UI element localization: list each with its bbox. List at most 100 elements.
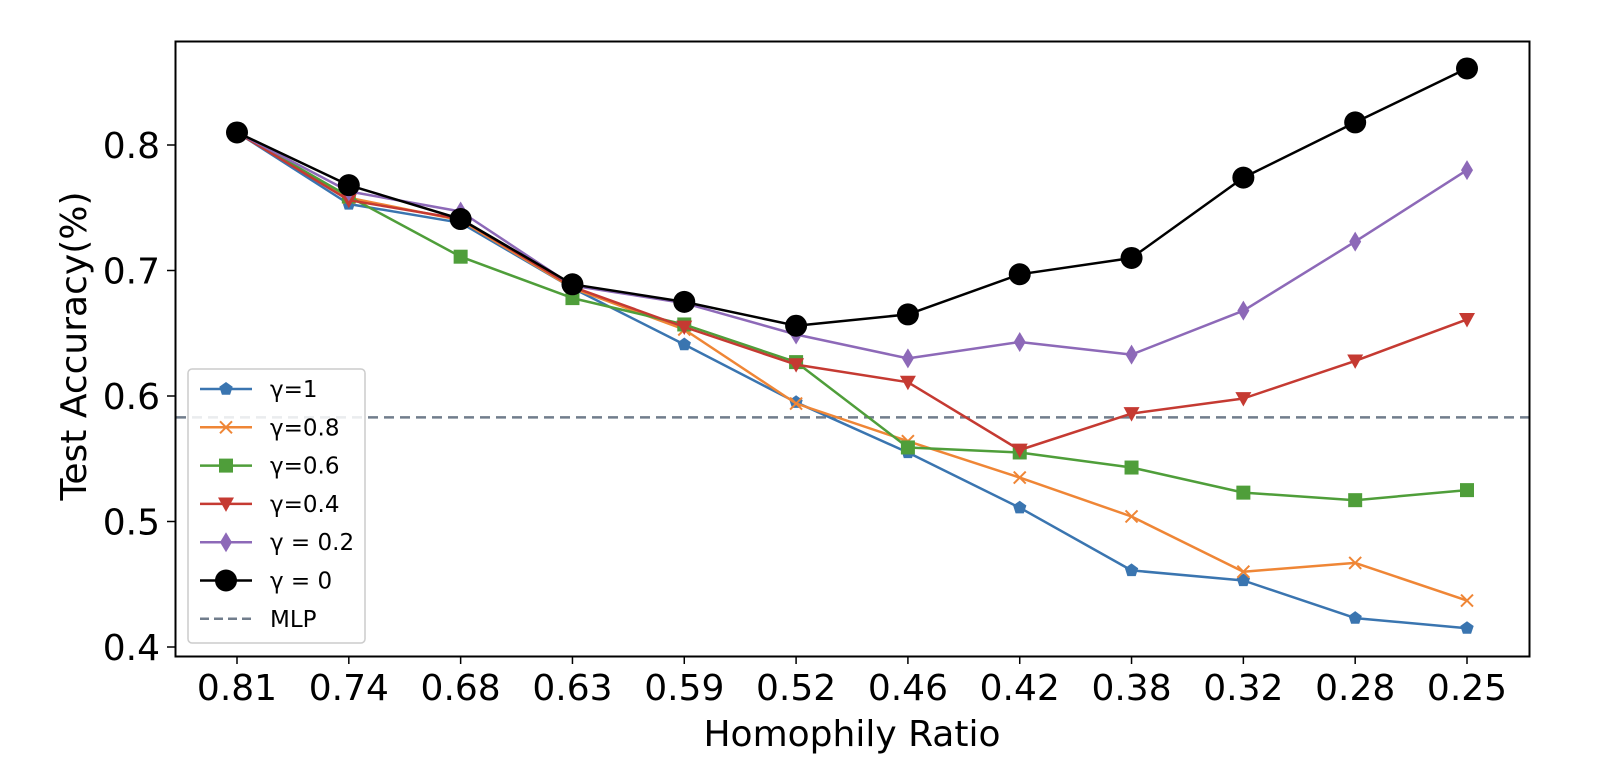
triangle-down-marker <box>1123 407 1140 422</box>
x-axis-label: Homophily Ratio <box>703 714 1000 755</box>
x-tick-label: 0.25 <box>1427 668 1507 709</box>
circle-marker <box>1008 263 1031 286</box>
triangle-down-marker <box>1011 443 1028 458</box>
x-marker <box>1124 509 1139 524</box>
series-5 <box>226 57 1478 337</box>
legend-item: γ=0.8 <box>200 415 339 441</box>
series-4 <box>231 122 1473 369</box>
series-line <box>236 131 1468 602</box>
x-tick-label: 0.63 <box>532 668 612 709</box>
x-tick-label: 0.28 <box>1315 668 1395 709</box>
circle-marker <box>785 314 808 337</box>
legend-label: γ = 0 <box>270 569 332 595</box>
triangle-down-marker <box>788 358 805 373</box>
circle-marker <box>1456 57 1478 80</box>
y-tick-label: 0.7 <box>103 252 160 293</box>
x-tick-label: 0.52 <box>756 668 836 709</box>
series-line <box>236 67 1468 327</box>
legend-label: γ=0.4 <box>270 492 339 518</box>
series-line <box>236 131 1468 502</box>
legend-item: γ = 0.2 <box>200 530 354 556</box>
legend-item: γ=0.6 <box>200 454 339 480</box>
series-2 <box>230 125 1474 508</box>
diamond-marker <box>1237 300 1250 321</box>
x-tick-label: 0.42 <box>980 668 1060 709</box>
plot-frame <box>174 40 1531 658</box>
pentagon-marker <box>1236 573 1250 587</box>
x-axis: 0.81 0.74 0.68 0.63 0.59 0.52 0.46 0.42 0.38 0.32… <box>197 656 1507 709</box>
x-tick-label: 0.46 <box>868 668 948 709</box>
pentagon-marker <box>219 382 233 395</box>
square-marker <box>900 440 915 455</box>
x-marker <box>1236 564 1251 579</box>
square-marker <box>453 249 468 264</box>
pentagon-marker <box>1124 563 1139 577</box>
legend-label: γ=0.6 <box>270 454 339 480</box>
x-marker <box>789 396 803 411</box>
legend-label: γ=1 <box>270 377 318 403</box>
pentagon-marker <box>1348 611 1362 624</box>
diamond-marker <box>1349 231 1362 252</box>
x-tick-label: 0.32 <box>1203 668 1283 709</box>
y-tick-label: 0.4 <box>103 628 160 669</box>
x-marker <box>1460 593 1474 608</box>
plot-lines <box>176 57 1529 634</box>
x-marker <box>1348 556 1362 570</box>
triangle-down-marker <box>1459 313 1475 328</box>
pentagon-marker <box>1460 621 1474 634</box>
legend: γ=1 γ=0.8 γ=0.6 γ=0.4 γ = 0.2 γ = 0 MLP <box>187 368 366 644</box>
x-tick-label: 0.38 <box>1091 668 1171 709</box>
circle-marker <box>1120 246 1143 269</box>
x-tick-label: 0.81 <box>197 668 277 709</box>
diamond-marker <box>1013 332 1026 353</box>
series-0 <box>230 125 1474 634</box>
triangle-down-marker <box>1347 354 1364 369</box>
x-tick-label: 0.59 <box>644 668 724 709</box>
diamond-marker <box>1125 344 1138 365</box>
x-tick-label: 0.74 <box>309 668 389 709</box>
circle-marker <box>1344 111 1367 134</box>
square-marker <box>1124 460 1139 475</box>
x-marker <box>219 420 233 435</box>
series-1 <box>230 125 1474 608</box>
legend-label: MLP <box>270 607 317 633</box>
square-marker <box>1348 493 1363 508</box>
triangle-down-marker <box>899 375 916 391</box>
legend-item: γ=0.4 <box>200 492 339 518</box>
circle-marker <box>215 569 237 592</box>
square-marker <box>1460 483 1474 498</box>
triangle-down-marker <box>218 497 234 512</box>
y-tick-label: 0.6 <box>103 377 160 418</box>
legend-label: γ = 0.2 <box>270 530 354 556</box>
x-tick-label: 0.68 <box>421 668 501 709</box>
legend-item: MLP <box>200 607 317 633</box>
series-line <box>236 131 1468 452</box>
circle-marker <box>226 121 248 144</box>
square-marker <box>219 458 233 473</box>
y-axis-label: Test Accuracy(%) <box>54 192 95 502</box>
diamond-marker <box>901 348 914 369</box>
circle-marker <box>673 290 696 313</box>
circle-marker <box>1232 166 1255 189</box>
circle-marker <box>337 174 360 197</box>
y-axis: 0.4 0.5 0.6 0.7 0.8 <box>103 126 175 669</box>
legend-item: γ=1 <box>200 377 318 403</box>
pentagon-marker <box>1013 500 1027 514</box>
y-tick-label: 0.8 <box>103 126 160 167</box>
series-line <box>236 131 1468 360</box>
series-3 <box>229 126 1475 458</box>
square-marker <box>1236 485 1251 500</box>
series-line <box>236 131 1468 630</box>
circle-marker <box>561 273 584 296</box>
legend-label: γ=0.8 <box>270 415 339 441</box>
pentagon-marker <box>677 337 691 351</box>
diamond-marker <box>220 532 232 553</box>
circle-marker <box>896 303 919 326</box>
circle-marker <box>449 208 472 231</box>
x-marker <box>1013 470 1027 485</box>
triangle-down-marker <box>676 320 693 335</box>
y-tick-label: 0.5 <box>103 503 160 544</box>
diamond-marker <box>1461 160 1473 181</box>
triangle-down-marker <box>1235 392 1252 407</box>
